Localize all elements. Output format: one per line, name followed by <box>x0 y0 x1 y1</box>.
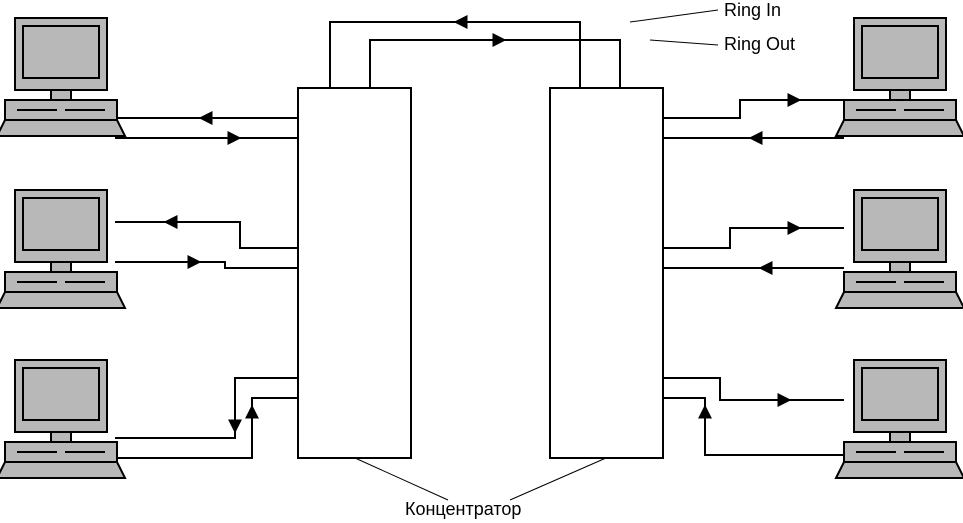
lobe-l2-in <box>115 222 298 248</box>
computer-left-3-icon <box>0 360 125 478</box>
ring-in-label: Ring In <box>724 0 781 20</box>
lobe-r3-out <box>663 378 844 400</box>
ring-in-link <box>330 22 580 88</box>
concentrator-leader-left <box>355 458 448 500</box>
computer-right-1-icon <box>836 18 963 136</box>
computer-right-3-icon <box>836 360 963 478</box>
lobe-l3-out <box>115 398 298 458</box>
ring-out-label: Ring Out <box>724 34 795 54</box>
computer-left-2-icon <box>0 190 125 308</box>
lobe-r1-out <box>663 100 844 118</box>
lobe-l3-in <box>115 378 298 438</box>
ring-in-leader <box>630 10 718 22</box>
concentrator-label: Концентратор <box>405 499 521 519</box>
lobe-r3-in <box>663 398 844 455</box>
lobe-r2-out <box>663 228 844 248</box>
lobe-l2-out <box>115 262 298 268</box>
ring-out-link <box>370 40 620 88</box>
hub-left <box>298 88 411 458</box>
ring-out-leader <box>650 40 718 45</box>
hub-right <box>550 88 663 458</box>
computer-right-2-icon <box>836 190 963 308</box>
concentrator-leader-right <box>510 458 606 500</box>
computer-left-1-icon <box>0 18 125 136</box>
